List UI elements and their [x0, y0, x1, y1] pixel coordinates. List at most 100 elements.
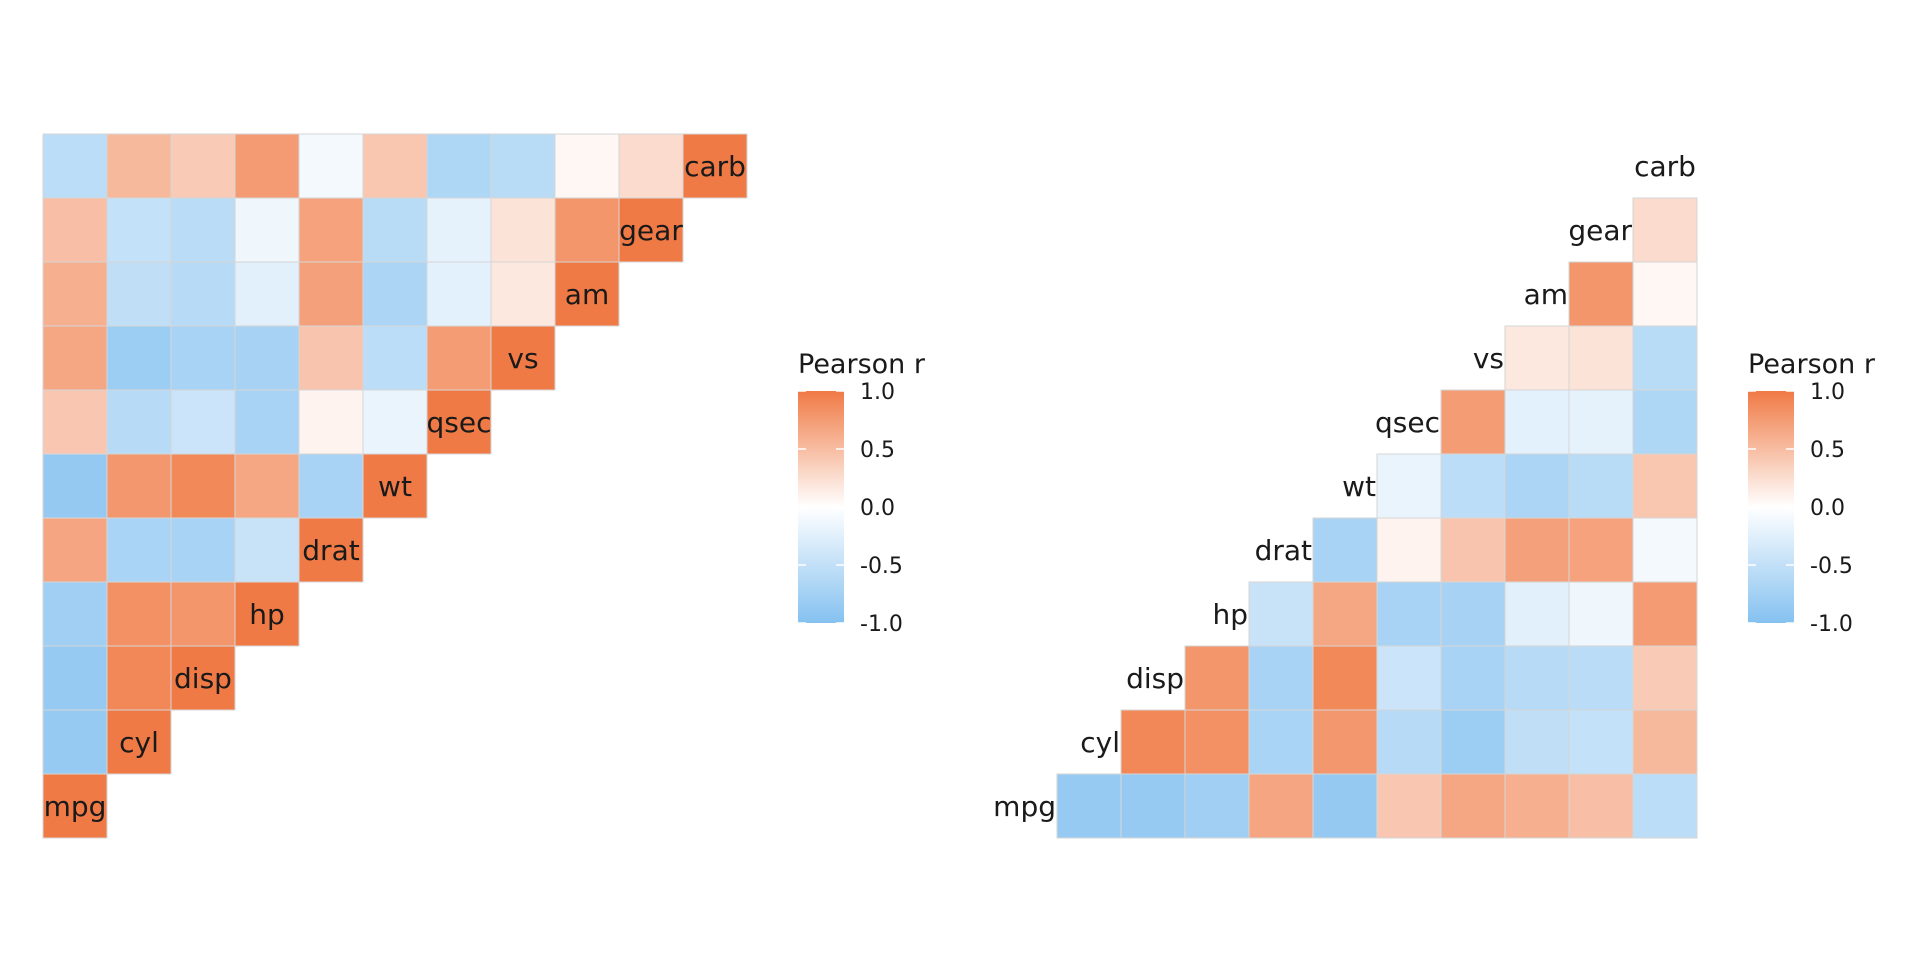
heatmap-cell-vs-wt	[362, 325, 428, 391]
heatmap-cell-am-carb	[1632, 261, 1698, 327]
legend-tick-label: -1.0	[860, 612, 903, 637]
heatmap-cell-drat-vs	[1440, 517, 1506, 583]
heatmap-cell-qsec-wt	[362, 389, 428, 455]
heatmap-cell-mpg-hp	[1184, 773, 1250, 839]
heatmap-cell-cyl-am	[1504, 709, 1570, 775]
legend-tick-label: 0.0	[1810, 496, 1845, 521]
heatmap-cell-carb-wt	[362, 133, 428, 199]
heatmap-cell-gear-drat	[298, 197, 364, 263]
heatmap-cell-drat-wt	[1312, 517, 1378, 583]
variable-label-disp: disp	[174, 662, 232, 695]
heatmap-cell-am-vs	[490, 261, 556, 327]
heatmap-cell-gear-am	[554, 197, 620, 263]
variable-label-am: am	[565, 278, 609, 311]
heatmap-cell-mpg-mpg	[42, 773, 108, 839]
heatmap-cell-drat-am	[1504, 517, 1570, 583]
heatmap-cell-drat-hp	[234, 517, 300, 583]
heatmap-cell-drat-cyl	[106, 517, 172, 583]
heatmap-cell-gear-hp	[234, 197, 300, 263]
color-legend: Pearson r 1.0 0.5 0.0 -0.5 -1.0	[1748, 349, 1876, 637]
variable-label-cyl: cyl	[119, 726, 159, 759]
variable-label-cyl: cyl	[1080, 726, 1120, 759]
heatmap-cell-cyl-wt	[1312, 709, 1378, 775]
heatmap-cell-vs-gear	[1568, 325, 1634, 391]
heatmap-cell-disp-am	[1504, 645, 1570, 711]
heatmap-cell-gear-mpg	[42, 197, 108, 263]
heatmap-cell-hp-cyl	[106, 581, 172, 647]
heatmap-cell-wt-hp	[234, 453, 300, 519]
heatmap-cell-qsec-hp	[234, 389, 300, 455]
heatmap-cell-vs-hp	[234, 325, 300, 391]
heatmap-cell-disp-cyl	[106, 645, 172, 711]
legend-tick-label: -1.0	[1810, 612, 1853, 637]
heatmap-cell-mpg-disp	[1120, 773, 1186, 839]
heatmap-cell-vs-drat	[298, 325, 364, 391]
heatmap-cell-hp-mpg	[42, 581, 108, 647]
heatmap-cell-hp-gear	[1568, 581, 1634, 647]
heatmap-cell-carb-mpg	[42, 133, 108, 199]
heatmap-cell-gear-qsec	[426, 197, 492, 263]
variable-label-drat: drat	[302, 534, 359, 567]
heatmap-cell-hp-qsec	[1376, 581, 1442, 647]
heatmap-cell-vs-mpg	[42, 325, 108, 391]
legend-tick-label: 0.5	[1810, 438, 1845, 463]
legend-tick-label: -0.5	[1810, 554, 1853, 579]
heatmap-cell-gear-carb	[1632, 197, 1698, 263]
heatmap-cell-carb-disp	[170, 133, 236, 199]
heatmap-cell-wt-disp	[170, 453, 236, 519]
heatmap-cell-drat-disp	[170, 517, 236, 583]
heatmap-cell-drat-gear	[1568, 517, 1634, 583]
heatmap-cell-vs-disp	[170, 325, 236, 391]
variable-label-disp: disp	[1126, 662, 1184, 695]
heatmap-cell-drat-drat	[298, 517, 364, 583]
variable-label-gear: gear	[619, 214, 683, 247]
legend-ticks: 1.0 0.5 0.0 -0.5 -1.0	[798, 380, 903, 637]
heatmap-cell-cyl-qsec	[1376, 709, 1442, 775]
heatmap-cell-qsec-cyl	[106, 389, 172, 455]
heatmap-cell-wt-mpg	[42, 453, 108, 519]
variable-label-wt: wt	[1342, 470, 1376, 503]
heatmap-cell-hp-wt	[1312, 581, 1378, 647]
heatmap-cell-wt-vs	[1440, 453, 1506, 519]
heatmap-cells	[42, 133, 748, 839]
heatmap-cell-gear-gear	[618, 197, 684, 263]
heatmap-cell-vs-vs	[490, 325, 556, 391]
heatmap-cell-cyl-hp	[1184, 709, 1250, 775]
heatmap-cell-carb-hp	[234, 133, 300, 199]
heatmap-cell-vs-cyl	[106, 325, 172, 391]
legend-tick-label: 0.0	[860, 496, 895, 521]
heatmap-cell-am-wt	[362, 261, 428, 327]
heatmap-cell-mpg-cyl	[1056, 773, 1122, 839]
legend-ticks: 1.0 0.5 0.0 -0.5 -1.0	[1748, 380, 1853, 637]
heatmap-cell-hp-disp	[170, 581, 236, 647]
legend-title: Pearson r	[1748, 349, 1876, 380]
heatmap-cell-cyl-vs	[1440, 709, 1506, 775]
heatmap-cell-disp-mpg	[42, 645, 108, 711]
heatmap-cell-qsec-mpg	[42, 389, 108, 455]
heatmap-cell-drat-carb	[1632, 517, 1698, 583]
heatmap-cell-cyl-disp	[1120, 709, 1186, 775]
legend-tick-label: 0.5	[860, 438, 895, 463]
heatmap-cell-carb-vs	[490, 133, 556, 199]
heatmap-cell-wt-am	[1504, 453, 1570, 519]
heatmap-cell-carb-qsec	[426, 133, 492, 199]
heatmap-cell-drat-qsec	[1376, 517, 1442, 583]
heatmap-cell-am-mpg	[42, 261, 108, 327]
heatmap-cell-carb-am	[554, 133, 620, 199]
heatmap-cell-cyl-carb	[1632, 709, 1698, 775]
variable-label-qsec: qsec	[427, 406, 492, 439]
heatmap-cell-disp-vs	[1440, 645, 1506, 711]
heatmap-cell-carb-cyl	[106, 133, 172, 199]
heatmap-cell-drat-mpg	[42, 517, 108, 583]
heatmap-cell-am-am	[554, 261, 620, 327]
heatmap-cell-mpg-qsec	[1376, 773, 1442, 839]
heatmap-cell-wt-gear	[1568, 453, 1634, 519]
heatmap-cell-qsec-am	[1504, 389, 1570, 455]
heatmap-cell-cyl-drat	[1248, 709, 1314, 775]
legend-title: Pearson r	[798, 349, 926, 380]
heatmap-cell-gear-cyl	[106, 197, 172, 263]
